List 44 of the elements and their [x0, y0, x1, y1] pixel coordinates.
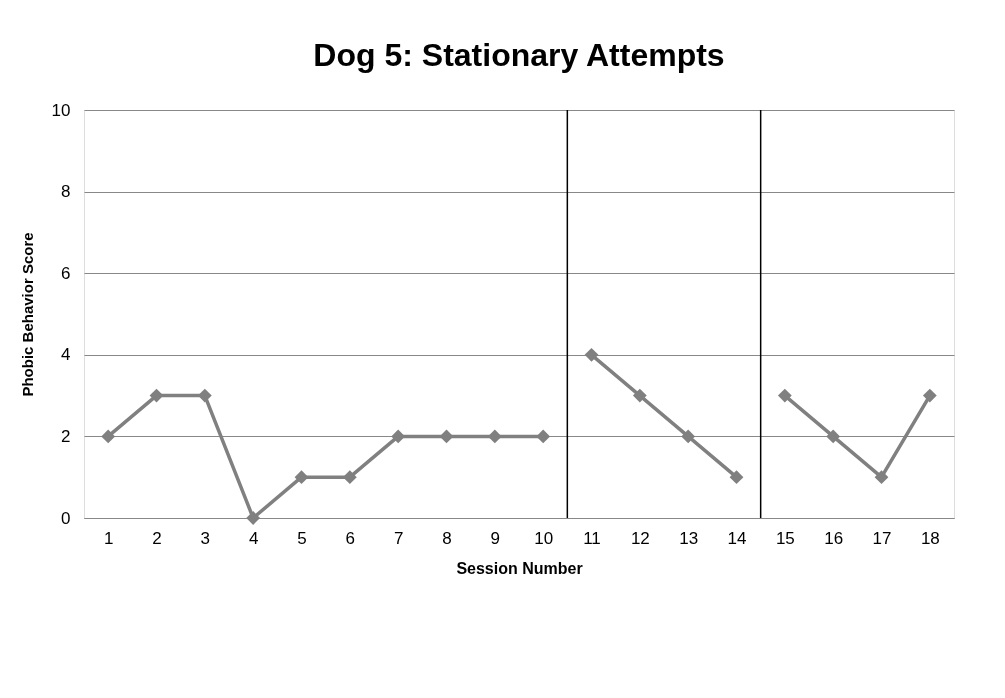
x-tick-label: 3 [200, 528, 211, 548]
y-tick-label: 8 [61, 182, 71, 202]
y-tick-label: 10 [51, 100, 71, 120]
x-tick-label: 15 [775, 528, 795, 548]
x-tick-label: 13 [679, 528, 699, 548]
x-tick-label: 5 [297, 528, 307, 548]
x-tick-label: 12 [630, 528, 650, 548]
x-tick-label: 10 [534, 528, 554, 548]
point [874, 470, 889, 485]
chart-title: Dog 5: Stationary Attempts [313, 37, 725, 73]
x-tick-label: 18 [920, 528, 940, 548]
point [922, 388, 937, 403]
point [439, 429, 454, 444]
y-tick-label: 4 [61, 345, 71, 365]
x-tick-label: 7 [393, 528, 404, 548]
y-axis-title: Phobic Behavior Score [18, 232, 36, 397]
x-tick-label: 2 [152, 528, 162, 548]
y-tick-label: 2 [61, 426, 71, 446]
point [584, 347, 599, 362]
point [294, 470, 309, 485]
point [197, 388, 212, 403]
x-tick-label: 16 [824, 528, 844, 548]
point [729, 470, 744, 485]
point [391, 429, 406, 444]
y-tick-label: 6 [61, 263, 71, 283]
point [536, 429, 551, 444]
x-tick-label: 11 [583, 528, 601, 548]
x-tick-label: 8 [442, 528, 452, 548]
x-tick-label: 14 [727, 528, 747, 548]
point [101, 429, 116, 444]
x-tick-label: 4 [248, 528, 259, 548]
x-axis-title: Session Number [456, 559, 583, 577]
x-tick-label: 17 [872, 528, 892, 548]
point [826, 429, 841, 444]
point [681, 429, 696, 444]
x-tick-label: 9 [490, 528, 501, 548]
point [487, 429, 502, 444]
point [246, 511, 261, 525]
y-tick-label: 0 [61, 508, 71, 528]
point [777, 388, 792, 403]
x-tick-label: 6 [345, 528, 356, 548]
point [632, 388, 647, 403]
point [342, 470, 357, 485]
x-tick-label: 1 [103, 528, 114, 548]
